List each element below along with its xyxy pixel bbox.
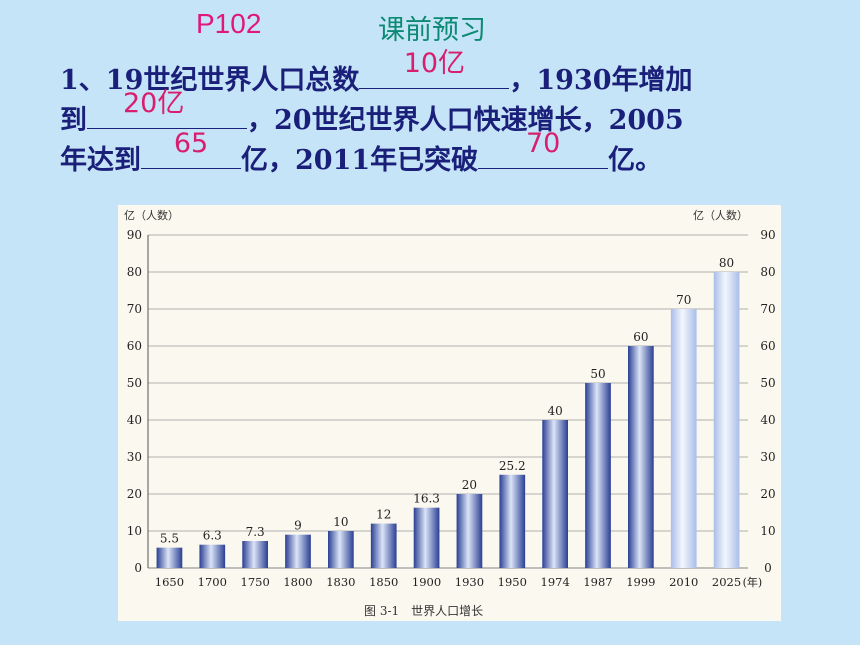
bar-value-label: 70 [676, 293, 691, 307]
answer-text: 70 [525, 128, 561, 159]
y-tick-label: 10 [127, 524, 142, 538]
slide-header: P102 课前预习 [0, 8, 860, 48]
question-text: 亿。 [608, 145, 663, 176]
bar-value-label: 6.3 [203, 529, 222, 543]
y-tick-label-right: 0 [764, 561, 772, 575]
y-tick-label: 70 [127, 302, 142, 316]
y-axis-label-left: 亿（人数） [124, 209, 179, 222]
bar-2025 [713, 272, 740, 568]
y-axis-label-right: 亿（人数） [693, 209, 748, 222]
question-text: 亿，2011年已突破 [241, 145, 479, 176]
y-tick-label-right: 50 [760, 376, 775, 390]
y-axis-ticks-left: 0 10 20 30 40 50 60 70 80 90 [127, 228, 142, 575]
y-tick-label: 30 [127, 450, 142, 464]
bar-1650 [156, 547, 183, 568]
bar-2010 [670, 309, 697, 568]
bar-value-label: 10 [333, 515, 348, 529]
bar-1974 [542, 420, 568, 568]
bar-value-label: 40 [548, 404, 563, 418]
y-tick-label-right: 40 [760, 413, 775, 427]
x-tick-label: 1950 [498, 575, 527, 589]
question-line-1: 1、19世纪世界人口总数 10亿 ，1930年增加 [60, 48, 850, 98]
answer-blank-4: 70 [478, 128, 609, 169]
x-tick-label: 1650 [155, 575, 184, 589]
y-tick-label: 80 [127, 265, 142, 279]
answer-text: 65 [173, 128, 209, 159]
question-line-2: 到 20亿 ，20世纪世界人口快速增长，2005 [60, 88, 850, 138]
bar-value-label: 12 [376, 508, 391, 522]
chart-caption: 图 3-1 世界人口增长 [364, 604, 483, 618]
bar-value-label: 9 [294, 519, 302, 533]
x-tick-label: 1800 [283, 575, 312, 589]
answer-blank-3: 65 [141, 128, 241, 169]
x-tick-label: 1999 [626, 575, 655, 589]
y-tick-label: 20 [127, 487, 142, 501]
answer-blank-1: 10亿 [359, 48, 510, 89]
bar-1850 [370, 523, 397, 568]
bar-1950 [499, 474, 526, 568]
y-tick-label-right: 90 [760, 228, 775, 242]
question-text: 1、19世纪世界人口总数 [60, 65, 360, 96]
bar-value-label: 80 [719, 256, 734, 270]
answer-blank-2: 20亿 [87, 88, 247, 129]
bar-1999 [628, 346, 654, 568]
population-chart: 亿（人数） 亿（人数） 0 10 20 30 40 50 60 70 80 90 0 10 20 30 4… [118, 205, 781, 621]
page-reference: P102 [196, 8, 262, 39]
bar-value-label: 16.3 [413, 492, 440, 506]
y-tick-label: 0 [134, 561, 142, 575]
bar-value-label: 60 [633, 330, 648, 344]
bar-1987 [585, 383, 611, 568]
bar-value-label: 50 [590, 367, 605, 381]
y-tick-label-right: 30 [760, 450, 775, 464]
bars [156, 272, 740, 568]
y-axis-ticks-right: 0 10 20 30 40 50 60 70 80 90 [760, 228, 775, 575]
x-tick-label: 1974 [541, 575, 570, 589]
y-tick-label-right: 80 [760, 265, 775, 279]
x-tick-label: 1750 [241, 575, 270, 589]
answer-text: 20亿 [123, 88, 185, 119]
y-tick-label: 50 [127, 376, 142, 390]
x-tick-label: 1700 [198, 575, 227, 589]
bar-1830 [328, 531, 354, 568]
question-text: ，20世纪世界人口快速增长，2005 [247, 105, 684, 136]
x-tick-label: 2010 [669, 575, 698, 589]
y-tick-label: 60 [127, 339, 142, 353]
x-axis-ticks: 1650 1700 1750 1800 1830 1850 1900 1930 1950 1974… [155, 575, 741, 589]
y-tick-label-right: 70 [760, 302, 775, 316]
y-tick-label-right: 10 [760, 524, 775, 538]
answer-text: 10亿 [403, 48, 466, 79]
x-tick-label: 1987 [583, 575, 612, 589]
bar-value-label: 25.2 [499, 459, 526, 473]
bar-1750 [242, 540, 268, 568]
slide-title: 课前预习 [378, 15, 486, 46]
question-text: 年达到 [60, 145, 141, 176]
x-tick-label: 1930 [455, 575, 484, 589]
y-tick-label-right: 20 [760, 487, 775, 501]
question-text: 到 [60, 105, 87, 136]
bar-value-label: 5.5 [160, 532, 179, 546]
bar-1930 [456, 494, 483, 568]
bar-1900 [413, 507, 440, 568]
x-tick-label: 1900 [412, 575, 441, 589]
bar-value-labels: 5.5 6.3 7.3 9 10 12 16.3 20 25.2 40 50 60 70 80 [160, 256, 734, 546]
x-tick-label: 1850 [369, 575, 398, 589]
fill-in-question: 1、19世纪世界人口总数 10亿 ，1930年增加 到 20亿 ，20世纪世界人口快速增… [60, 48, 850, 178]
question-line-3: 年达到 65 亿，2011年已突破 70 亿。 [60, 128, 850, 178]
bar-chart-svg: 亿（人数） 亿（人数） 0 10 20 30 40 50 60 70 80 90 0 10 20 30 4… [124, 209, 776, 618]
x-tick-label: 1830 [326, 575, 355, 589]
bar-value-label: 20 [462, 478, 477, 492]
y-tick-label-right: 60 [760, 339, 775, 353]
x-axis-unit: (年) [743, 575, 763, 589]
bar-value-label: 7.3 [246, 525, 265, 539]
y-tick-label: 40 [127, 413, 142, 427]
question-text: ，1930年增加 [509, 65, 693, 96]
bar-1700 [199, 544, 226, 568]
bar-1800 [285, 534, 311, 568]
y-tick-label: 90 [127, 228, 142, 242]
x-tick-label: 2025 [712, 575, 741, 589]
grid-lines [147, 234, 748, 569]
